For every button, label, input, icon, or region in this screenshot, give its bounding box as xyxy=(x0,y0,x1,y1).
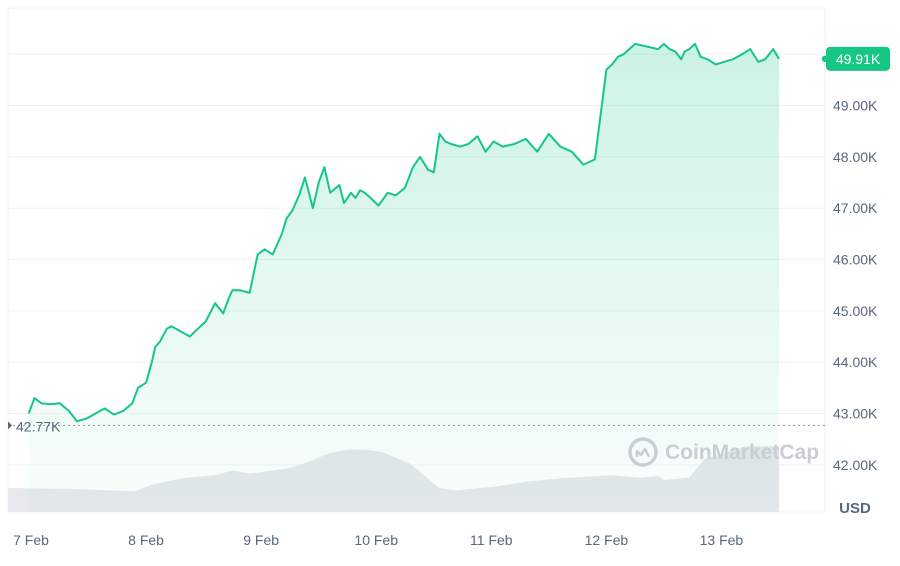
x-tick-label: 9 Feb xyxy=(243,532,279,548)
x-axis-ticks: 7 Feb 8 Feb 9 Feb 10 Feb 11 Feb 12 Feb 13 Feb xyxy=(13,532,743,548)
baseline-arrow-icon xyxy=(8,421,12,430)
currency-unit-label: USD xyxy=(839,500,871,517)
baseline-price-label: 42.77K xyxy=(16,418,61,434)
y-tick-label: 46.00K xyxy=(833,252,878,268)
y-tick-label: 49.00K xyxy=(833,98,878,114)
y-tick-label: 47.00K xyxy=(833,200,878,216)
current-price-badge-bg xyxy=(826,46,890,71)
x-tick-label: 8 Feb xyxy=(128,532,164,548)
current-price-badge: 49.91K xyxy=(826,46,890,71)
x-tick-label: 7 Feb xyxy=(13,532,49,548)
watermark-text: CoinMarketCap xyxy=(665,441,819,464)
y-tick-label: 43.00K xyxy=(833,406,878,422)
y-axis-ticks: 42.00K 43.00K 44.00K 45.00K 46.00K 47.00K 48.0… xyxy=(833,98,878,473)
price-line-layer xyxy=(27,42,780,423)
y-tick-label: 48.00K xyxy=(833,149,878,165)
x-tick-label: 10 Feb xyxy=(354,532,398,548)
coinmarketcap-watermark: CoinMarketCap xyxy=(628,437,819,467)
current-price-label: 49.91K xyxy=(836,51,881,67)
x-tick-label: 11 Feb xyxy=(470,532,513,548)
x-tick-label: 12 Feb xyxy=(585,532,629,548)
x-tick-label: 13 Feb xyxy=(700,532,744,548)
y-tick-label: 42.00K xyxy=(833,457,878,473)
price-line xyxy=(27,42,780,423)
y-tick-label: 45.00K xyxy=(833,303,878,319)
price-area-fill xyxy=(28,43,779,513)
price-area-layer xyxy=(28,43,779,513)
y-tick-label: 44.00K xyxy=(833,354,878,370)
baseline-price-marker: 42.77K xyxy=(8,418,61,434)
coinmarketcap-logo-icon xyxy=(628,437,658,467)
